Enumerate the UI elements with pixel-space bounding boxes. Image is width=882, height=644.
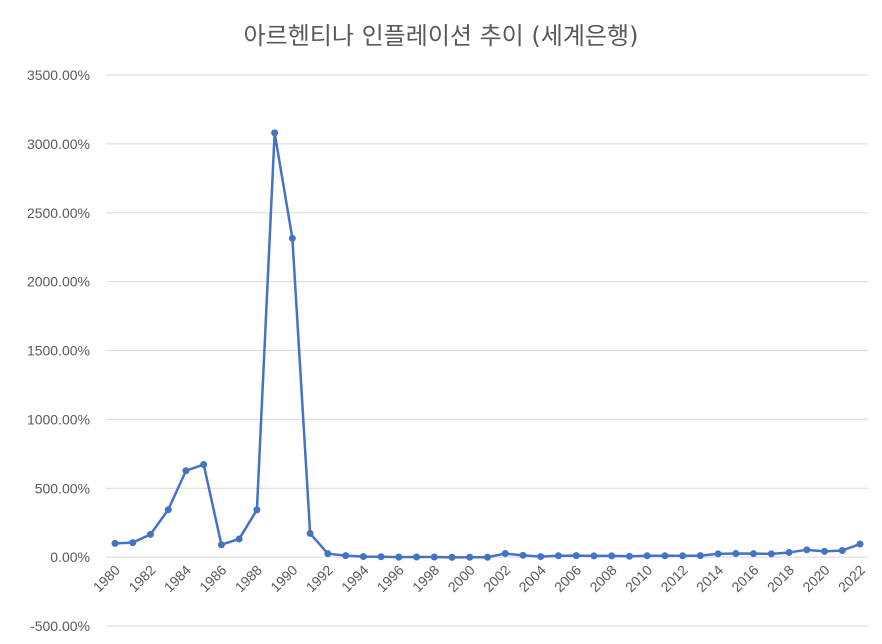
data-point [430,553,438,561]
data-point [111,539,119,547]
data-point [253,506,261,514]
y-tick-label: 1000.00% [27,411,90,427]
data-point [484,553,491,561]
data-point [554,552,562,560]
data-point [182,467,190,475]
x-tick-label: 2002 [480,562,513,595]
x-tick-label: 2016 [728,562,761,595]
x-tick-label: 1990 [267,562,300,595]
data-point [643,552,651,560]
y-tick-label: 2500.00% [27,205,90,221]
chart-title: 아르헨티나 인플레이션 추이 (세계은행) [243,22,639,50]
y-tick-label: 3000.00% [27,136,90,152]
data-point [413,553,421,561]
data-point [821,547,829,555]
data-point [306,529,314,537]
data-point [217,541,225,549]
data-point [324,550,332,558]
x-tick-label: 1996 [374,562,407,595]
series-inflation [111,129,864,561]
y-axis: 3500.00% 3000.00% 2500.00% 2000.00% 1500.00%… [27,67,90,634]
x-tick-label: 2014 [693,562,726,595]
x-tick-label: 2018 [764,562,797,595]
x-tick-label: 2004 [515,562,548,595]
x-tick-label: 1992 [303,562,336,595]
data-point [838,547,846,555]
data-point [767,550,775,558]
x-axis: 1980 1982 1984 1986 1988 1990 1992 1994 1996 1998… [90,562,868,595]
data-point [661,552,669,560]
x-tick-label: 1988 [232,562,265,595]
data-point [625,552,633,560]
data-point [537,553,545,561]
data-point [129,539,137,547]
data-point [856,540,864,548]
x-tick-label: 2012 [657,562,690,595]
data-point [448,553,456,561]
data-point [750,550,758,558]
data-point [342,552,350,560]
x-tick-label: 1982 [125,562,158,595]
data-point [271,129,279,137]
data-point [395,553,403,561]
data-point [572,552,580,560]
data-point [288,234,296,242]
data-point [377,553,385,561]
x-tick-label: 1986 [196,562,229,595]
data-point [679,552,687,560]
x-tick-label: 1998 [409,562,442,595]
y-tick-label: -500.00% [30,618,90,634]
data-point [732,550,740,558]
x-tick-label: 1994 [338,562,371,595]
x-tick-label: 2010 [622,562,655,595]
data-point [146,530,154,538]
y-tick-label: 0.00% [50,549,90,565]
data-point [359,553,367,561]
x-tick-label: 2008 [586,562,619,595]
data-point [714,550,722,558]
data-point [785,548,793,556]
x-tick-label: 2006 [551,562,584,595]
x-tick-label: 1984 [161,562,194,595]
x-tick-label: 1980 [90,562,123,595]
data-point [519,551,527,559]
data-point [235,535,243,543]
y-tick-label: 2000.00% [27,274,90,290]
data-point [501,550,509,558]
data-point [696,552,704,560]
y-tick-label: 1500.00% [27,343,90,359]
x-tick-label: 2000 [445,562,478,595]
y-tick-label: 500.00% [35,480,90,496]
series-line [114,131,861,559]
data-point [466,553,474,561]
data-point [590,552,598,560]
data-point [164,506,172,514]
x-tick-label: 2020 [799,562,832,595]
y-tick-label: 3500.00% [27,67,90,83]
data-point [803,546,811,554]
data-point [608,552,616,560]
data-point [200,461,208,469]
x-tick-label: 2022 [835,562,868,595]
grid [106,74,868,627]
